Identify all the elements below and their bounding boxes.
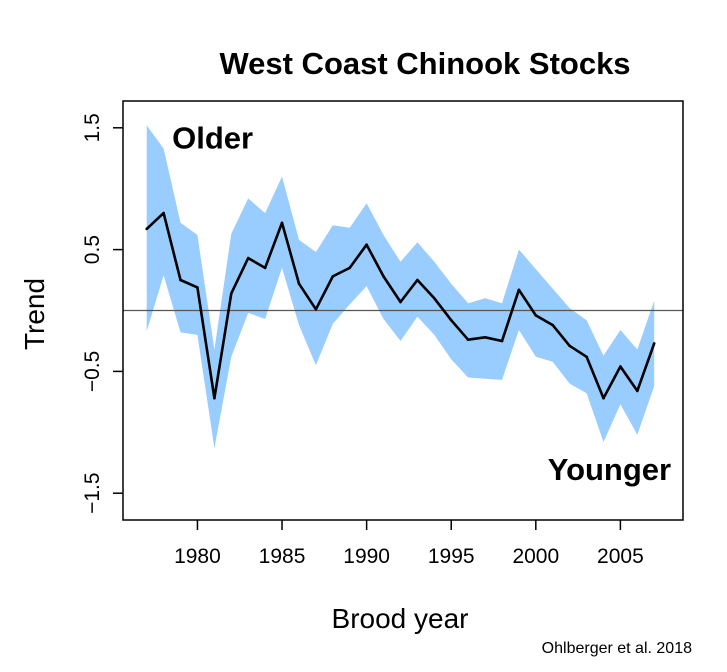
trend-point: [517, 288, 521, 292]
trend-point: [652, 342, 656, 345]
y-tick-label: −1.5: [81, 472, 104, 513]
trend-point: [162, 211, 165, 215]
x-tick-label: 1980: [174, 545, 221, 568]
trend-point: [179, 278, 182, 282]
trend-point: [534, 314, 538, 317]
x-axis-label: Brood year: [332, 603, 469, 634]
trend-point: [263, 266, 267, 270]
x-tick-label: 1985: [259, 545, 306, 568]
trend-point: [196, 286, 199, 289]
trend-point: [145, 227, 148, 231]
trend-point: [399, 300, 402, 304]
trend-point: [585, 355, 588, 359]
axes: 1980 1985 1990 1995 2000 2005 1.5 0.5 −0.5 −1.5: [81, 100, 684, 568]
trend-point: [433, 297, 436, 300]
trend-point: [280, 221, 284, 225]
confidence-band: [146, 125, 655, 449]
annotation-younger: Younger: [548, 452, 671, 487]
trend-point: [382, 275, 385, 278]
trend-point: [449, 318, 453, 322]
chart-title: West Coast Chinook Stocks: [219, 46, 630, 81]
annotation-older: Older: [172, 121, 253, 156]
y-tick-label: −0.5: [81, 351, 104, 392]
trend-point: [483, 336, 487, 339]
trend-point: [416, 278, 419, 282]
source-credit: Ohlberger et al. 2018: [542, 640, 692, 657]
x-tick-label: 2000: [512, 545, 559, 568]
plot-area: Older Younger: [123, 121, 683, 487]
trend-point: [331, 275, 335, 278]
trend-point: [602, 396, 605, 400]
trend-point: [246, 256, 250, 260]
x-tick-label: 2005: [597, 545, 644, 568]
trend-point: [551, 323, 554, 327]
trend-point: [636, 389, 639, 393]
trend-point: [348, 266, 352, 270]
trend-point: [314, 308, 318, 311]
trend-point: [568, 344, 571, 348]
trend-point: [365, 243, 368, 246]
x-tick-label: 1990: [343, 545, 390, 568]
trend-point: [230, 292, 233, 295]
y-axis-label: Trend: [19, 278, 50, 350]
trend-point: [619, 365, 622, 368]
y-tick-label: 1.5: [81, 113, 104, 142]
plot-frame: [122, 100, 684, 521]
y-tick-label: 0.5: [81, 235, 104, 264]
trend-point: [500, 339, 504, 343]
x-tick-label: 1995: [428, 545, 475, 568]
trend-point: [297, 282, 301, 286]
trend-point: [466, 338, 470, 342]
trend-point: [213, 396, 216, 400]
